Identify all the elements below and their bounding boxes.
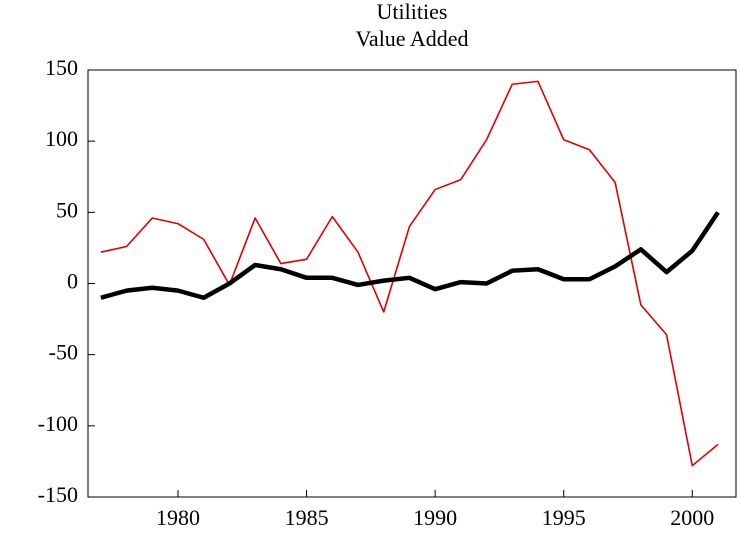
- chart-subtitle: Value Added: [355, 26, 468, 51]
- x-tick-label: 1980: [156, 505, 200, 530]
- series-line: [100, 80, 719, 467]
- series-line: [100, 211, 720, 300]
- y-tick-label: -100: [38, 411, 78, 436]
- y-tick-label: 150: [45, 55, 78, 80]
- y-tick-label: -50: [49, 340, 78, 365]
- x-tick-label: 1990: [413, 505, 457, 530]
- y-tick-label: 0: [67, 269, 78, 294]
- plot-frame: [87, 69, 737, 498]
- y-tick-label: 50: [56, 197, 78, 222]
- x-tick-label: 1985: [285, 505, 329, 530]
- x-tick-label: 2000: [670, 505, 714, 530]
- chart-title: Utilities: [377, 0, 448, 24]
- y-tick-label: 100: [45, 126, 78, 151]
- x-tick-label: 1995: [542, 505, 586, 530]
- y-tick-label: -150: [38, 482, 78, 507]
